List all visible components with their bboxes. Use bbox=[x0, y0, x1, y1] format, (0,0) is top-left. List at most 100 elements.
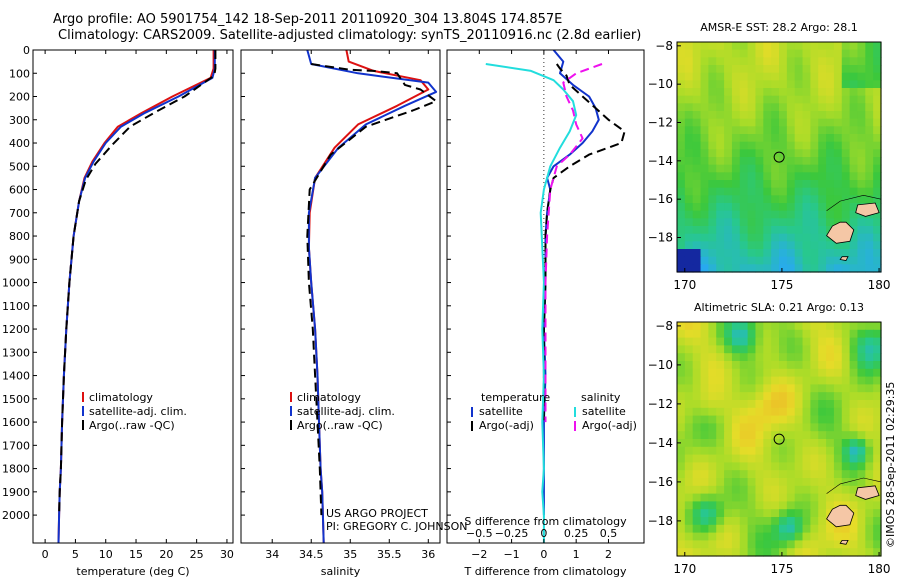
sla_map-cell bbox=[833, 431, 843, 440]
sst_map-cell bbox=[841, 57, 851, 66]
sst_map-cell bbox=[833, 118, 843, 127]
sla_map-cell bbox=[802, 376, 811, 385]
temperature-xtick-label: 20 bbox=[159, 548, 173, 561]
sst_map-cell bbox=[841, 126, 851, 135]
sst_map-cell bbox=[755, 187, 764, 196]
sla_map-cell bbox=[771, 478, 780, 487]
sla_map-cell bbox=[771, 501, 780, 510]
sst_map-cell bbox=[700, 95, 709, 104]
sla_map-cell bbox=[724, 478, 733, 487]
sla_map-cell bbox=[849, 532, 859, 541]
sst_map-cell bbox=[833, 195, 843, 204]
sla_map-cell bbox=[857, 478, 866, 487]
sla_map-cell bbox=[708, 329, 717, 339]
sst_map-cell bbox=[700, 195, 709, 204]
sst_map-cell bbox=[747, 118, 757, 127]
sst_map-cell bbox=[786, 103, 796, 112]
sla_map-ytick-label: −12 bbox=[648, 397, 673, 411]
sst_map-cell bbox=[833, 203, 843, 212]
sla_map-cell bbox=[700, 462, 709, 471]
sst_map-cell bbox=[818, 95, 827, 104]
sst_map-cell bbox=[826, 134, 835, 143]
sla_map-cell bbox=[716, 392, 725, 401]
sla_map-cell bbox=[763, 322, 772, 331]
sst_map-cell bbox=[747, 195, 757, 204]
sla_map-cell bbox=[810, 524, 819, 534]
sla_map-cell bbox=[779, 501, 788, 510]
sla_map-cell bbox=[833, 368, 843, 378]
sst_map-cell bbox=[700, 141, 709, 150]
sst_map-cell bbox=[708, 180, 717, 189]
sla_map-cell bbox=[810, 368, 819, 378]
sla_map-cell bbox=[739, 509, 749, 518]
sla_map-cell bbox=[857, 407, 866, 417]
sst_map-cell bbox=[771, 111, 780, 120]
sst_map-cell bbox=[763, 134, 772, 143]
sla_map-cell bbox=[865, 470, 874, 479]
sst_map-cell bbox=[802, 42, 811, 51]
sla_map-cell bbox=[684, 509, 694, 518]
temperature-legend-label-argo: Argo(..raw -QC) bbox=[89, 419, 175, 432]
sst_map-cell bbox=[700, 149, 709, 158]
sla_map-cell bbox=[779, 361, 788, 370]
sst_map-cell bbox=[841, 157, 851, 166]
sla_map-cell bbox=[865, 368, 874, 378]
sla_map-cell bbox=[684, 345, 694, 354]
sla_map-cell bbox=[739, 524, 749, 534]
sla_map-cell bbox=[700, 431, 709, 440]
sla_map-cell bbox=[692, 353, 702, 362]
diff-legend-label-argo: Argo(-adj) bbox=[479, 419, 534, 432]
sla_map-cell bbox=[771, 392, 780, 401]
sla_map-cell bbox=[802, 345, 811, 354]
sla_map-cell bbox=[873, 470, 882, 479]
sla_map-cell bbox=[841, 493, 851, 502]
sla_map-cell bbox=[692, 415, 702, 424]
sst_map-ytick-label: −14 bbox=[648, 154, 673, 168]
sla_map-cell bbox=[739, 532, 749, 541]
sst_map-cell bbox=[739, 42, 749, 51]
sla_map-cell bbox=[677, 337, 686, 346]
sst_map-cell bbox=[708, 103, 717, 112]
sla_map-cell bbox=[684, 407, 694, 417]
sst_map-cell bbox=[763, 49, 772, 58]
sst_map-cell bbox=[779, 210, 788, 219]
sla_map-cell bbox=[810, 322, 819, 331]
sst_map-cell bbox=[716, 49, 725, 58]
sla_map-cell bbox=[786, 454, 796, 463]
sla_map-cell bbox=[755, 509, 764, 518]
sst_map-cell bbox=[826, 218, 835, 227]
sst_map-cell bbox=[677, 65, 686, 74]
sla_map-cell bbox=[818, 345, 827, 354]
sla_map-cell bbox=[684, 524, 694, 534]
sla_map-cell bbox=[684, 376, 694, 385]
sla_map-cell bbox=[826, 345, 835, 354]
sst_map-cell bbox=[731, 203, 741, 212]
sla_map-cell bbox=[684, 361, 694, 370]
sla_map-cell bbox=[763, 361, 772, 370]
temperature-ytick-label: 400 bbox=[9, 137, 30, 150]
sla_map-cell bbox=[677, 329, 686, 339]
sst_map-cell bbox=[692, 65, 702, 74]
sla_map-cell bbox=[849, 462, 859, 471]
sla_map-cell bbox=[677, 446, 686, 456]
sla_map-cell bbox=[857, 462, 866, 471]
sla_map-cell bbox=[763, 501, 772, 510]
sla_map-cell bbox=[802, 329, 811, 339]
sla_map-island-2 bbox=[839, 540, 849, 545]
sla_map-cell bbox=[708, 376, 717, 385]
sla_map-cell bbox=[810, 470, 819, 479]
sst_map-cell bbox=[692, 203, 702, 212]
sla_map-cell bbox=[677, 509, 686, 518]
sla_map-cell bbox=[794, 431, 804, 440]
sla_map-cell bbox=[779, 423, 788, 432]
sst_map-cell bbox=[700, 264, 709, 273]
temperature-ytick-label: 1100 bbox=[2, 300, 30, 313]
sst_map-cell bbox=[731, 149, 741, 158]
sla_map-cell bbox=[873, 548, 882, 557]
sla_map-cell bbox=[755, 501, 764, 510]
sst_map-cell bbox=[739, 95, 749, 104]
sla_map-cell bbox=[857, 345, 866, 354]
sst_map-cell bbox=[724, 49, 733, 58]
sst_map-cell bbox=[849, 65, 859, 74]
sla_map-cell bbox=[684, 462, 694, 471]
